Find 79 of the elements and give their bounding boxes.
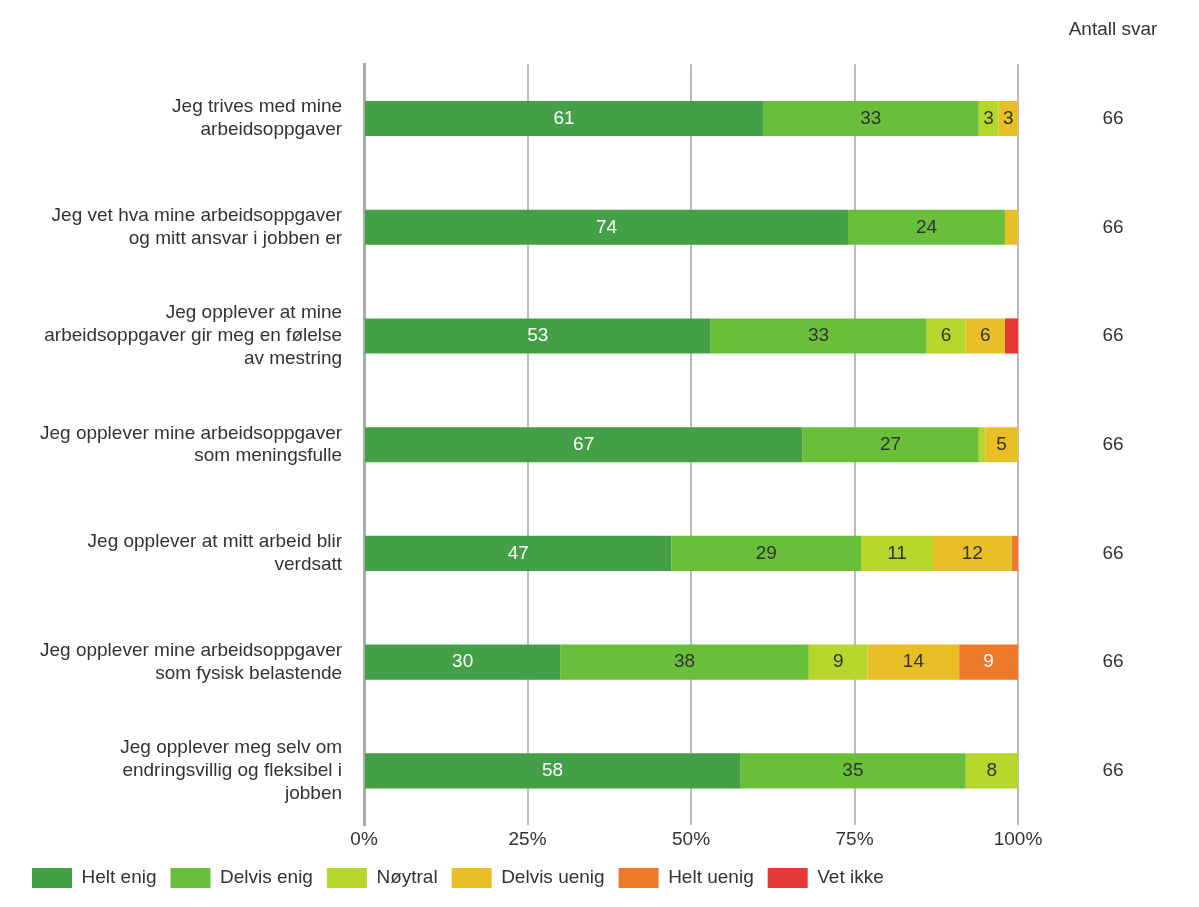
y-tick-label: Jeg opplever mine arbeidsoppgaver som fysisk belastende [39, 638, 343, 683]
data-label: 6 [940, 324, 952, 346]
text: 66 [1102, 215, 1124, 237]
bar [365, 101, 763, 137]
data-label: 12 [961, 541, 983, 563]
data-label: 3 [983, 106, 994, 128]
data-label: 11 [887, 541, 907, 563]
bar [710, 318, 927, 354]
bar [1004, 209, 1018, 245]
bar [978, 427, 986, 463]
text: Antall svar [1068, 18, 1159, 40]
data-label: 29 [755, 541, 777, 563]
bar [802, 427, 979, 463]
data-label: 30 [452, 650, 474, 672]
x-tick-label: 0% [350, 827, 378, 849]
bar [762, 101, 979, 137]
data-label: 58 [542, 759, 564, 781]
bar [365, 535, 672, 571]
data-label: 6 [980, 324, 991, 346]
bar [365, 427, 803, 463]
bar [926, 318, 966, 354]
bar [965, 753, 1018, 789]
legend-label: Helt enig [81, 866, 157, 888]
text: 66 [1102, 650, 1124, 672]
x-tick-label: 100% [993, 827, 1043, 849]
bar [1011, 535, 1018, 571]
y-tick-label: Jeg opplever meg selv om endringsvillig og fleksibel i jobben [120, 736, 343, 803]
data-label: 24 [915, 215, 938, 237]
bar [365, 753, 741, 789]
bar [365, 318, 711, 354]
data-label: 27 [879, 432, 902, 454]
legend-label: Nøytral [376, 866, 438, 888]
text: 66 [1102, 106, 1124, 128]
y-tick-label: Jeg trives med mine arbeidsoppgaver [172, 95, 343, 140]
data-label: 33 [860, 106, 882, 128]
x-tick-label: 50% [672, 827, 711, 849]
data-label: 47 [507, 541, 529, 563]
bar [861, 535, 933, 571]
y-tick-label: Jeg vet hva mine arbeidsoppgaver og mitt ansvar i jobben er [51, 204, 343, 248]
bar [560, 644, 809, 680]
text: 66 [1102, 541, 1124, 563]
data-label: 74 [595, 215, 618, 237]
data-label: 3 [1002, 106, 1014, 128]
data-label: 53 [527, 324, 549, 346]
bar [671, 535, 862, 571]
data-label: 33 [807, 324, 830, 346]
x-tick-label: 75% [835, 827, 874, 849]
data-label: 35 [842, 759, 864, 781]
text: 66 [1102, 432, 1124, 454]
data-label: 8 [986, 759, 998, 781]
bar [847, 209, 1005, 245]
bar [985, 427, 1018, 463]
data-label: 14 [902, 650, 925, 672]
x-tick-label: 25% [508, 827, 547, 849]
bar [1004, 318, 1018, 354]
data-label: 5 [996, 432, 1007, 454]
y-tick-label: Jeg opplever at mitt arbeid blir verdsatt [87, 530, 343, 575]
data-label: 9 [983, 650, 994, 672]
bar [998, 101, 1018, 137]
text: 66 [1102, 759, 1124, 781]
text: 66 [1102, 324, 1124, 346]
bar [740, 753, 966, 789]
data-label: 61 [553, 106, 575, 128]
bar [867, 644, 960, 680]
bar [932, 535, 1012, 571]
data-label: 38 [673, 650, 696, 672]
bar [365, 209, 848, 245]
legend-label: Helt uenig [668, 866, 754, 888]
bar [808, 644, 868, 680]
y-tick-label: Jeg opplever mine arbeidsoppgaver som meningsfulle [39, 421, 343, 466]
data-label: 67 [573, 432, 595, 454]
legend-label: Delvis enig [219, 866, 313, 888]
legend-label: Delvis uenig [501, 866, 605, 888]
bar [965, 318, 1005, 354]
data-label: 9 [832, 650, 844, 672]
bar [365, 644, 561, 680]
y-tick-label: Jeg opplever at mine arbeidsoppgaver gir meg en følelse av mestring [44, 301, 343, 369]
legend-label: Vet ikke [817, 866, 884, 888]
bar [959, 644, 1018, 680]
